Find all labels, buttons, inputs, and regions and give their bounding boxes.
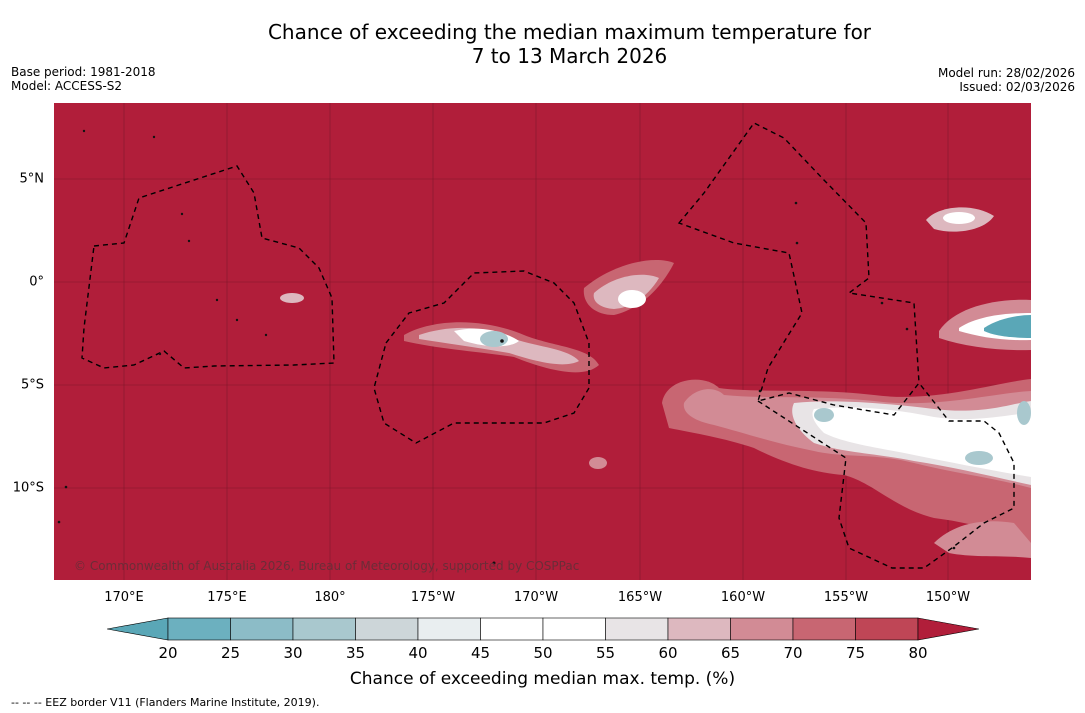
graticule — [54, 103, 1031, 580]
colorbar-bin — [792, 617, 856, 641]
colorbar-tick-label: 60 — [658, 644, 678, 662]
colorbar-bin — [417, 617, 481, 641]
colorbar-tick-label: 25 — [220, 644, 241, 662]
lon-label-175w: 175°W — [410, 590, 456, 605]
base-period: Base period: 1981-2018 — [11, 65, 156, 79]
colorbar-tick-label: 75 — [845, 644, 866, 662]
colorbar-tick-label: 55 — [595, 644, 616, 662]
colorbar — [107, 617, 979, 641]
colorbar-tick-label: 80 — [908, 644, 928, 662]
islands — [57, 129, 956, 565]
eez-french-polynesia — [757, 382, 1015, 569]
eez-tokelau — [373, 270, 590, 444]
colorbar-bin — [292, 617, 356, 641]
colorbar-tick-label: 20 — [158, 644, 178, 662]
colorbar-bin — [167, 617, 231, 641]
colorbar-tick-label: 65 — [720, 644, 741, 662]
issued-date: Issued: 02/03/2026 — [959, 80, 1075, 94]
map-title: Chance of exceeding the median maximum t… — [0, 20, 1085, 68]
colorbar-bin — [542, 617, 606, 641]
contour-east — [662, 207, 1031, 558]
lon-label-165w: 165°W — [617, 590, 663, 605]
lon-label-170e: 170°E — [104, 590, 144, 605]
colorbar-tick-label: 70 — [783, 644, 803, 662]
lat-label-0: 0° — [29, 274, 44, 290]
colorbar-bin — [480, 617, 544, 641]
lon-label-155w: 155°W — [823, 590, 869, 605]
colorbar-arrow-low — [107, 617, 169, 641]
title-line-1: Chance of exceeding the median maximum t… — [267, 20, 872, 44]
colorbar-bin — [230, 617, 294, 641]
forecast-map: © Commonwealth of Australia 2026, Bureau… — [54, 103, 1031, 580]
copyright-notice: © Commonwealth of Australia 2026, Bureau… — [74, 559, 579, 573]
lon-label-180: 180° — [314, 590, 346, 605]
colorbar-tick-label: 40 — [408, 644, 428, 662]
contour-central — [280, 260, 674, 469]
lat-label-10s: 10°S — [12, 480, 44, 496]
lon-label-150w: 150°W — [925, 590, 971, 605]
eez-footnote: -- -- -- EEZ border V11 (Flanders Marine… — [11, 696, 320, 709]
colorbar-bin — [605, 617, 669, 641]
lat-label-5s: 5°S — [20, 377, 44, 393]
model-run: Model run: 28/02/2026 — [937, 66, 1075, 80]
model-name: Model: ACCESS-S2 — [11, 79, 123, 93]
meta-left: Base period: 1981-2018 Model: ACCESS-S2 — [11, 65, 156, 93]
meta-right: Model run: 28/02/2026 Issued: 02/03/2026 — [938, 66, 1075, 94]
colorbar-bin — [730, 617, 794, 641]
colorbar-arrow-high — [917, 617, 979, 641]
colorbar-tick-label: 35 — [345, 644, 366, 662]
colorbar-bin — [855, 617, 919, 641]
colorbar-tick-label: 45 — [470, 644, 491, 662]
colorbar-title: Chance of exceeding median max. temp. (%… — [349, 669, 736, 689]
colorbar-tick-label: 30 — [283, 644, 303, 662]
eez-borders — [81, 122, 1015, 569]
cool-spot-central — [480, 331, 508, 347]
colorbar-bin — [667, 617, 731, 641]
lat-label-5n: 5°N — [19, 171, 45, 187]
lon-label-170w: 170°W — [513, 590, 559, 605]
lon-label-160w: 160°W — [720, 590, 766, 605]
colorbar-tick-label: 50 — [533, 644, 553, 662]
eez-tuvalu-kiribati-west — [81, 165, 335, 369]
title-line-2: 7 to 13 March 2026 — [471, 44, 668, 68]
colorbar-bin — [355, 617, 419, 641]
lon-label-175e: 175°E — [207, 590, 247, 605]
